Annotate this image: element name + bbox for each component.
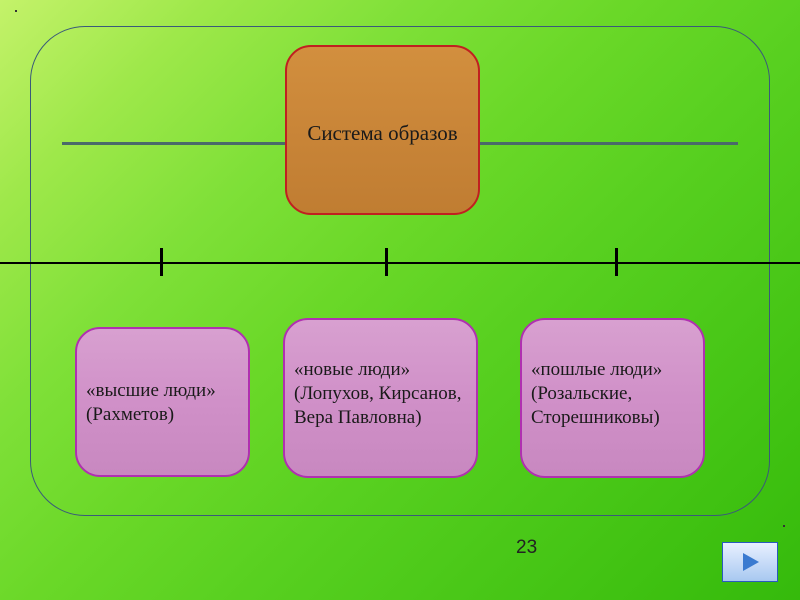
next-button[interactable] (722, 542, 778, 582)
box-line2: (Рахметов) (86, 404, 174, 425)
box-line1: «высшие люди» (86, 380, 216, 401)
corner-dot (783, 525, 785, 527)
box-line2: (Лопухов, Кирсанов, Вера Павловна) (294, 383, 461, 428)
corner-dot (15, 10, 17, 12)
category-box-new: «новые люди» (Лопухов, Кирсанов, Вера Па… (283, 318, 478, 478)
category-box-higher: «высшие люди» (Рахметов) (75, 327, 250, 477)
box-line1: «пошлые люди» (531, 359, 662, 380)
connector-tick (385, 248, 388, 276)
box-line2: (Розальские, Сторешниковы) (531, 383, 660, 428)
play-icon (738, 550, 762, 574)
slide: Система образов «высшие люди» (Рахметов)… (0, 0, 800, 600)
box-line1: «новые люди» (294, 359, 410, 380)
title-box: Система образов (285, 45, 480, 215)
connector-line (0, 262, 800, 264)
connector-tick (160, 248, 163, 276)
category-box-vulgar: «пошлые люди» (Розальские, Сторешниковы) (520, 318, 705, 478)
title-text: Система образов (307, 121, 457, 145)
connector-tick (615, 248, 618, 276)
page-number: 23 (516, 537, 537, 559)
